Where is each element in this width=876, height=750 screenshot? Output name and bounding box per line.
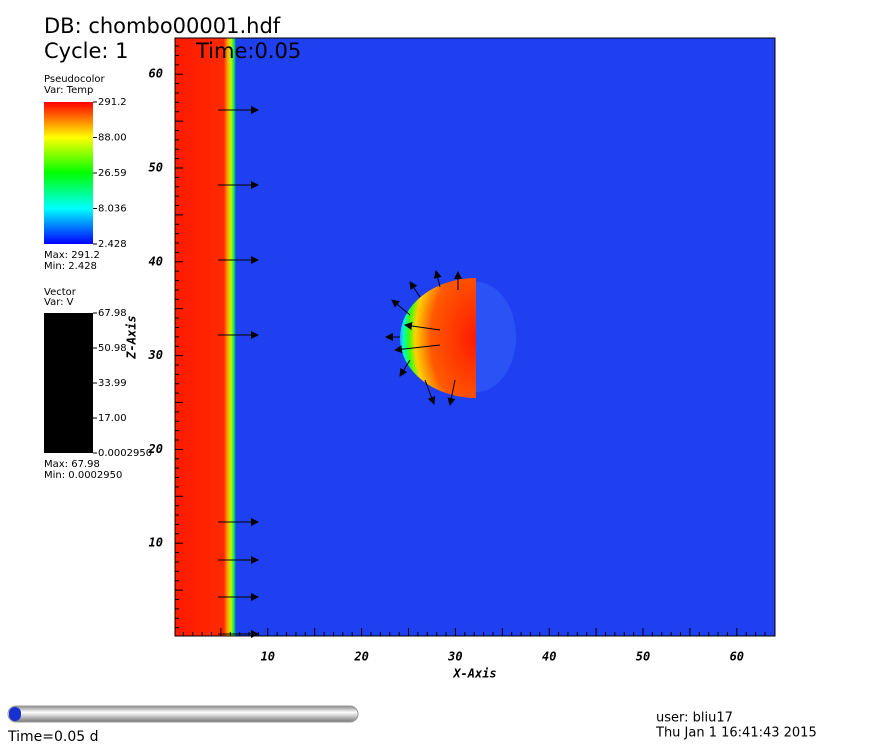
date: Thu Jan 1 16:41:43 2015 [655, 726, 817, 741]
x-tick-label: 40 [542, 650, 556, 664]
z-axis-label: Z-Axis [125, 315, 139, 359]
legend-label: 2.428 [98, 239, 127, 250]
x-tick-label: 10 [261, 650, 275, 664]
cycle: Cycle: 1 [44, 39, 129, 63]
time: Time:0.05 [195, 39, 301, 63]
slider-label: Time=0.05 d [7, 729, 99, 745]
vector [391, 299, 411, 316]
z-tick-label: 40 [149, 254, 163, 268]
hot-band [175, 38, 236, 636]
legend-title: Pseudocolor [44, 74, 106, 85]
bubble-left [400, 278, 476, 398]
x-tick-label: 30 [447, 650, 462, 664]
legend-var: Var: Temp [44, 85, 93, 96]
plot [174, 37, 776, 638]
x-tick-label: 50 [636, 650, 650, 664]
db-title: DB: chombo00001.hdf [44, 14, 281, 38]
legend-label: 17.00 [98, 413, 127, 424]
legend-min: Min: 2.428 [44, 261, 97, 272]
vector [424, 379, 436, 405]
legend-label: 0.0002950 [98, 448, 152, 459]
vector [447, 379, 456, 406]
legend-label: 291.2 [98, 97, 127, 108]
legend-min: Min: 0.0002950 [44, 470, 122, 481]
vector [409, 281, 421, 298]
z-tick-label: 30 [148, 348, 163, 362]
legend-label: 88.00 [98, 133, 127, 144]
legend-label: 26.59 [98, 168, 127, 179]
z-tick-label: 20 [148, 442, 163, 456]
time-slider[interactable] [7, 705, 359, 723]
x-tick-label: 60 [730, 650, 744, 664]
slider-knob[interactable] [9, 707, 21, 721]
legend-max: Max: 67.98 [44, 459, 100, 470]
legend-label: 50.98 [98, 343, 127, 354]
x-tick-label: 20 [353, 650, 368, 664]
user: user: bliu17 [656, 711, 733, 726]
z-tick-label: 10 [149, 536, 163, 550]
z-tick-label: 50 [149, 161, 163, 175]
legend-label: 33.99 [98, 378, 127, 389]
legend-label: 67.98 [98, 308, 127, 319]
legend-label: 8.036 [98, 204, 127, 215]
legend-var: Var: V [44, 297, 74, 308]
vector-bar [44, 313, 93, 453]
vector [399, 359, 411, 377]
vector [394, 344, 441, 354]
x-axis-label: X-Axis [452, 667, 496, 681]
z-tick-label: 60 [149, 67, 163, 81]
color-bar [44, 102, 93, 244]
vector [433, 270, 442, 288]
legend-title: Vector [44, 287, 77, 298]
vectors [218, 106, 462, 638]
legend-max: Max: 291.2 [44, 250, 100, 261]
vector [404, 322, 441, 331]
